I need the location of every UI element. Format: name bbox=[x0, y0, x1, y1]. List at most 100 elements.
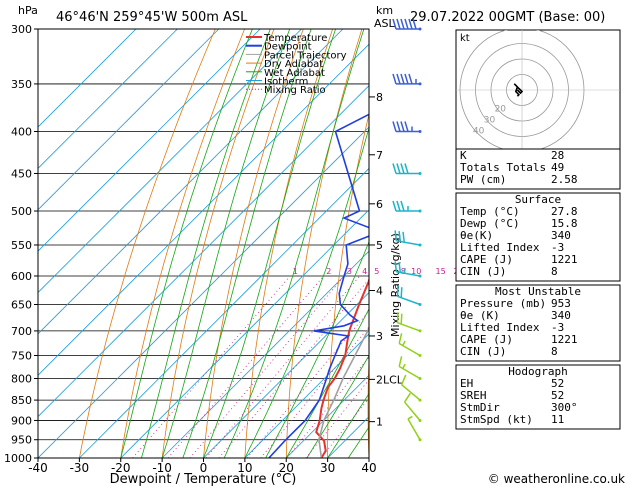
table-row-value: -3 bbox=[551, 321, 564, 334]
wind-barb-base bbox=[418, 353, 422, 357]
pressure-tick-label: 750 bbox=[11, 349, 32, 362]
table-row-value: 1221 bbox=[551, 253, 578, 266]
table-row-value: 8 bbox=[551, 345, 558, 358]
wind-barb-flag bbox=[403, 392, 411, 403]
wind-barb-flag bbox=[396, 121, 401, 132]
temperature-line bbox=[315, 278, 369, 458]
pressure-tick-label: 500 bbox=[11, 205, 32, 218]
wind-barb-flag bbox=[398, 262, 402, 273]
isotherm-line bbox=[38, 29, 302, 294]
wind-barb bbox=[392, 73, 422, 86]
mixing-ratio-line bbox=[205, 275, 360, 458]
background-lines bbox=[38, 29, 629, 458]
wind-barb-base bbox=[418, 418, 422, 422]
table-row-value: 27.8 bbox=[551, 205, 578, 218]
dry-adiabat bbox=[244, 29, 333, 458]
dry-adiabat bbox=[120, 29, 245, 458]
pressure-tick-label: 350 bbox=[11, 78, 32, 91]
mixing-ratio-line bbox=[246, 310, 369, 458]
pressure-tick-label: 850 bbox=[11, 394, 32, 407]
pressure-tick-label: 800 bbox=[11, 372, 32, 385]
table-row-value: 340 bbox=[551, 309, 571, 322]
dry-adiabat bbox=[203, 29, 304, 458]
wind-barb-half-flag bbox=[407, 415, 413, 420]
table-box bbox=[455, 192, 621, 282]
mixing-ratio-label: 5 bbox=[374, 267, 379, 276]
mixing-ratio-label: 1 bbox=[293, 267, 298, 276]
legend-entry: Mixing Ratio bbox=[264, 85, 326, 96]
table-row-value: 300° bbox=[551, 401, 578, 414]
table-header: Surface bbox=[515, 193, 561, 206]
mixing-ratio-label: 10 bbox=[411, 267, 421, 276]
wind-barb-base bbox=[418, 82, 422, 86]
wet-adiabat bbox=[265, 240, 369, 458]
hodograph-ring-label: 30 bbox=[484, 116, 496, 126]
temperature-tick-label: -20 bbox=[111, 461, 131, 475]
wind-barb-flag bbox=[392, 163, 397, 174]
temperature-tick-label: 0 bbox=[200, 461, 208, 475]
wind-barb-flag bbox=[400, 121, 405, 132]
wind-barb-flag bbox=[400, 287, 403, 298]
wind-barb-base bbox=[418, 171, 422, 175]
wind-barb bbox=[394, 230, 422, 247]
wind-barb bbox=[392, 121, 422, 134]
wind-barb bbox=[396, 285, 422, 307]
mixing-ratio-label: 8 bbox=[401, 267, 406, 276]
table-row-label: Pressure (mb) bbox=[460, 297, 546, 310]
table-row-value: 8 bbox=[551, 265, 558, 278]
wind-barb-staff bbox=[398, 342, 421, 357]
wind-barb-flag bbox=[396, 163, 401, 174]
wet-adiabat bbox=[120, 29, 253, 458]
km-tick-label: 7 bbox=[376, 149, 383, 162]
isotherm-line bbox=[38, 29, 261, 252]
table-header: Most Unstable bbox=[495, 285, 581, 298]
table-row-label: CIN (J) bbox=[460, 345, 506, 358]
pressure-tick-label: 600 bbox=[11, 270, 32, 283]
x-axis-title: Dewpoint / Temperature (°C) bbox=[110, 472, 297, 486]
temperature-tick-label: -30 bbox=[70, 461, 90, 475]
wind-barb bbox=[398, 333, 422, 357]
dry-adiabat bbox=[161, 29, 275, 458]
wind-barb bbox=[400, 374, 422, 402]
mixing-ratio-label: 2 bbox=[326, 267, 331, 276]
sounding-series bbox=[268, 113, 369, 458]
table-row-label: K bbox=[460, 149, 467, 162]
wet-adiabat bbox=[141, 29, 271, 458]
wet-adiabat bbox=[161, 29, 291, 458]
km-tick-label: 5 bbox=[376, 239, 383, 252]
pressure-tick-label: 700 bbox=[11, 325, 32, 338]
wind-barb-flag bbox=[408, 73, 413, 85]
km-tick-label: 4 bbox=[376, 285, 383, 298]
wind-barb-base bbox=[418, 27, 422, 31]
wind-barb bbox=[403, 392, 422, 422]
table-row-label: PW (cm) bbox=[460, 173, 506, 186]
wind-barb bbox=[394, 261, 422, 278]
table-header: Hodograph bbox=[508, 365, 568, 378]
wind-barb-base bbox=[418, 329, 422, 333]
table-row-value: 2.58 bbox=[551, 173, 578, 186]
table-row-label: SREH bbox=[460, 389, 487, 402]
isotherm-line bbox=[38, 29, 220, 211]
wet-adiabat bbox=[244, 126, 369, 458]
table-row-label: Lifted Index bbox=[460, 241, 540, 254]
location-title: 46°46'N 259°45'W 500m ASL bbox=[56, 10, 248, 25]
wind-barb-half-flag bbox=[402, 340, 406, 346]
wind-barb-flag bbox=[404, 121, 409, 132]
pressure-tick-label: 650 bbox=[11, 299, 32, 312]
wind-barb-flag bbox=[398, 356, 403, 367]
wind-barb-staff bbox=[401, 384, 421, 401]
legend-entry: Dry Adiabat bbox=[264, 59, 323, 70]
wind-barb-base bbox=[418, 398, 422, 402]
dry-adiabat bbox=[619, 29, 629, 458]
table-row-label: Lifted Index bbox=[460, 321, 540, 334]
wet-adiabat bbox=[223, 29, 365, 458]
table-row-label: StmDir bbox=[460, 401, 500, 414]
wind-barb-flag bbox=[408, 18, 413, 30]
table-row-label: θe(K) bbox=[460, 229, 493, 242]
indices-tables: K 28 Totals Totals 49 PW (cm) 2.58 SurfaceTemp… bbox=[455, 148, 621, 430]
pressure-tick-label: 1000 bbox=[4, 452, 32, 465]
isotherm-line bbox=[38, 29, 137, 128]
table-row-label: Dewp (°C) bbox=[460, 217, 520, 230]
